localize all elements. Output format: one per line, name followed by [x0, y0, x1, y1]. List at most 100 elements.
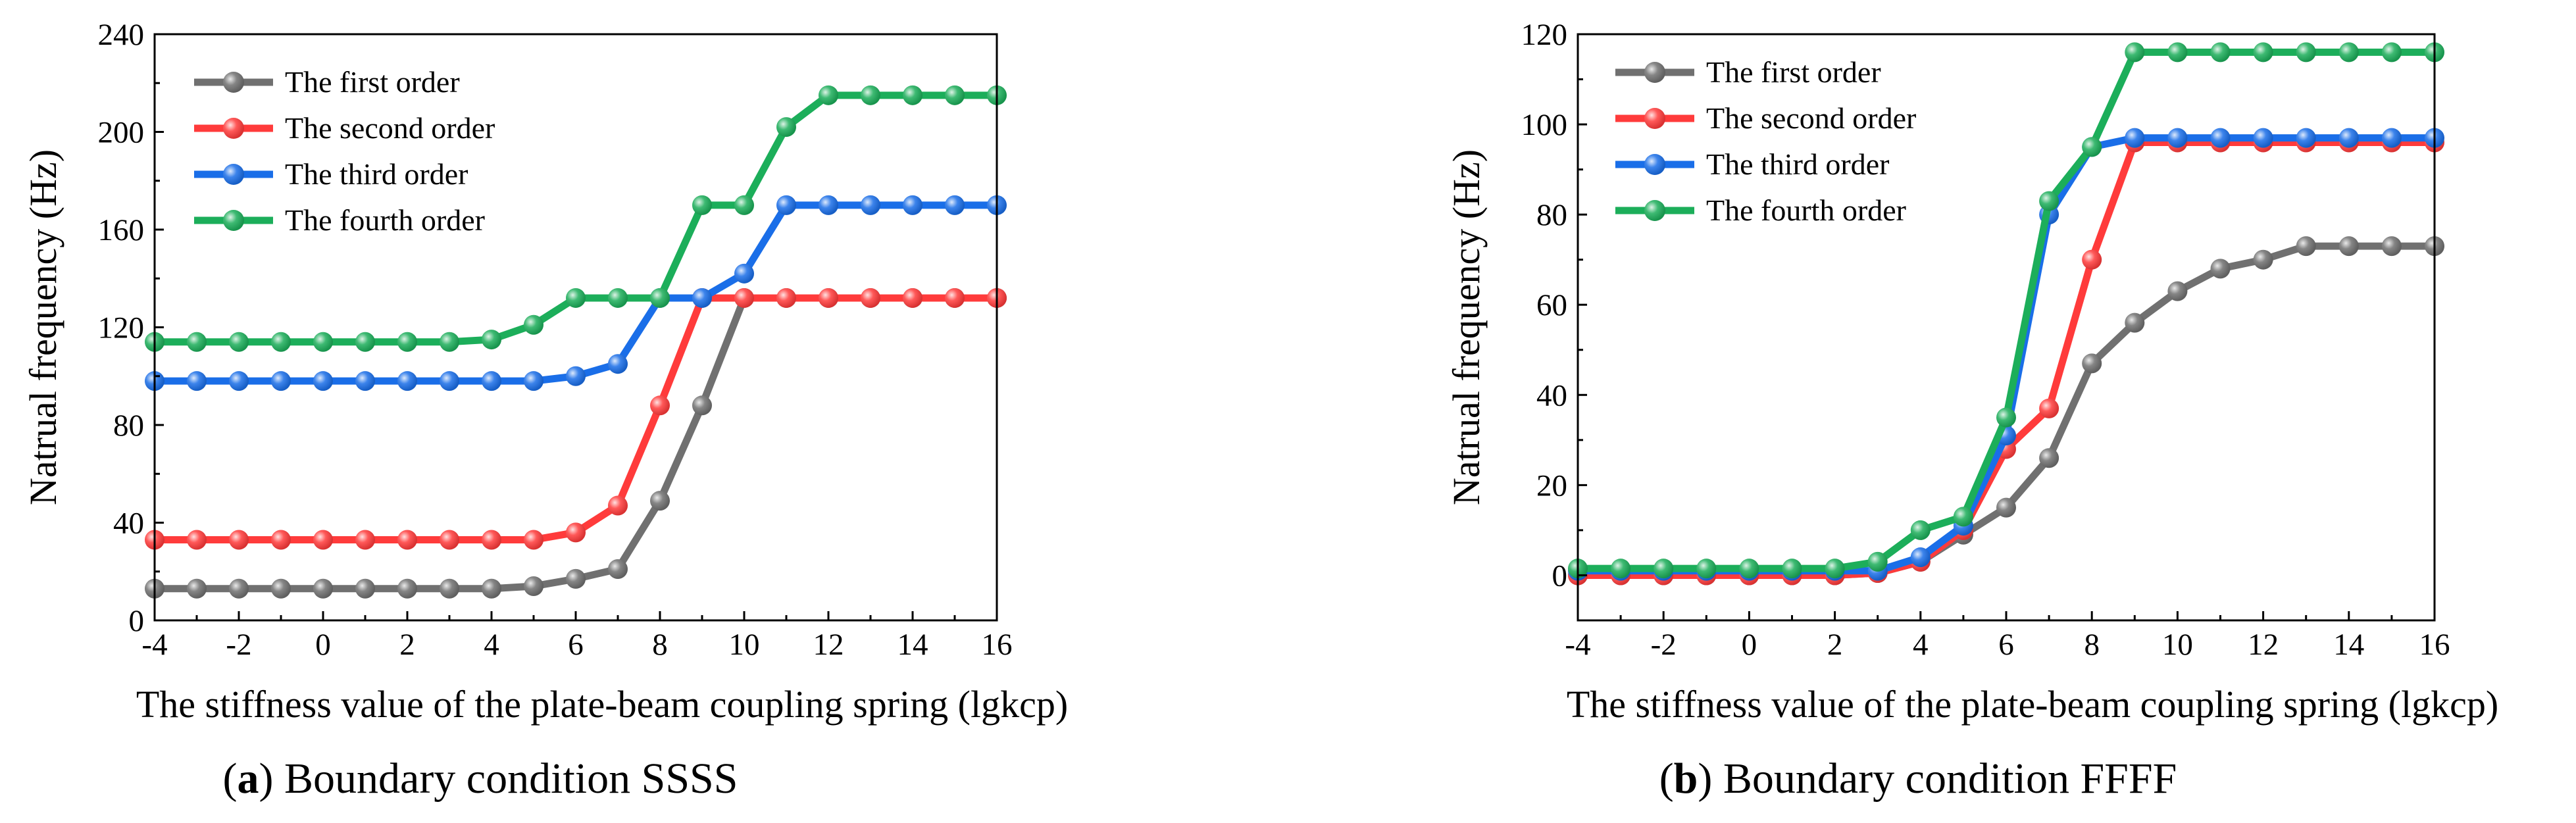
data-point-shine — [397, 371, 417, 391]
panel-letter: a — [238, 755, 259, 803]
data-point-shine — [650, 395, 670, 416]
data-point-shine — [903, 287, 922, 308]
legend-marker-shine — [223, 210, 244, 231]
y-axis-label: Natrual frequency (Hz) — [1445, 149, 1488, 505]
chart-panel-b: -4 -2 0 2 4 6 8 10 12 14 16 0 20 40 60 80 100 120 The fir… — [1445, 18, 2498, 803]
legend-marker-shine — [1644, 200, 1665, 221]
x-axis-label: The stiffness value of the plate-beam co… — [1567, 683, 2498, 726]
panel-caption: (a) Boundary condition SSSS — [223, 755, 738, 803]
data-point-shine — [1611, 559, 1631, 579]
data-point-shine — [608, 559, 628, 580]
data-point-shine — [608, 287, 628, 308]
data-point-shine — [397, 332, 417, 352]
y-tick-label: 20 — [1536, 468, 1567, 503]
data-point-shine — [313, 578, 333, 599]
legend: The first order The second order The third… — [1615, 55, 1916, 227]
data-point-shine — [692, 395, 712, 416]
data-point-shine — [524, 371, 543, 391]
panel-caption: (b) Boundary condition FFFF — [1659, 755, 2177, 803]
data-point-shine — [903, 85, 922, 105]
data-point-shine — [187, 371, 207, 391]
legend-marker-shine — [1644, 62, 1665, 83]
data-point-shine — [692, 195, 712, 215]
y-tick-label: 40 — [1536, 378, 1567, 412]
data-point-shine — [2296, 42, 2316, 62]
data-point-shine — [2338, 42, 2359, 62]
data-point-shine — [1825, 559, 1845, 579]
data-point-shine — [397, 578, 417, 599]
tick-group: -4 -2 0 2 4 6 8 10 12 14 16 0 20 40 60 80 100 120 — [1521, 18, 2450, 662]
data-point-shine — [819, 195, 838, 215]
x-tick-label: 0 — [1742, 628, 1757, 662]
x-tick-label: -2 — [1651, 628, 1677, 662]
data-point-shine — [355, 578, 375, 599]
data-point-shine — [482, 578, 501, 599]
data-point-shine — [2082, 353, 2102, 374]
data-point-shine — [313, 530, 333, 550]
x-tick-label: 6 — [1998, 628, 2014, 662]
data-point-shine — [2039, 191, 2059, 211]
data-point-shine — [355, 530, 375, 550]
data-point-shine — [524, 576, 543, 597]
legend-label: The fourth order — [1706, 193, 1906, 227]
legend-label: The second order — [1706, 101, 1916, 135]
y-tick-label: 120 — [1521, 18, 1568, 52]
plot-frame — [1577, 33, 2436, 622]
data-point-shine — [2082, 137, 2102, 157]
data-point-shine — [2167, 281, 2188, 301]
data-point-shine — [1953, 507, 1973, 527]
data-point-shine — [2381, 42, 2402, 62]
data-point-shine — [229, 530, 249, 550]
data-point-shine — [229, 371, 249, 391]
data-point-shine — [819, 85, 838, 105]
data-point-shine — [1654, 559, 1674, 579]
y-tick-label: 160 — [98, 213, 145, 247]
data-point-shine — [566, 568, 586, 589]
data-point-shine — [2082, 249, 2102, 270]
data-point-shine — [2210, 42, 2231, 62]
data-point-shine — [440, 332, 459, 352]
data-point-shine — [776, 287, 796, 308]
data-point-shine — [482, 530, 501, 550]
x-tick-label: 4 — [1913, 628, 1929, 662]
data-point-shine — [2253, 249, 2273, 270]
data-point-shine — [313, 332, 333, 352]
data-point-shine — [1996, 497, 2016, 518]
data-point-shine — [2381, 236, 2402, 257]
data-point-shine — [2210, 259, 2231, 279]
x-tick-label: 14 — [2333, 628, 2364, 662]
data-point-shine — [2039, 448, 2059, 468]
data-point-shine — [1782, 559, 1802, 579]
x-tick-label: 16 — [2419, 628, 2450, 662]
data-point-shine — [945, 85, 965, 105]
data-point-shine — [271, 332, 291, 352]
data-point-shine — [2125, 312, 2145, 333]
data-point-shine — [861, 85, 880, 105]
series-group — [145, 85, 1007, 599]
series-group — [1568, 42, 2444, 586]
y-tick-label: 80 — [1536, 198, 1567, 232]
y-tick-label: 120 — [98, 311, 145, 345]
data-point-shine — [229, 332, 249, 352]
data-point-shine — [524, 314, 543, 335]
x-tick-label: -4 — [1565, 628, 1590, 662]
legend-marker-shine — [223, 164, 244, 185]
data-point-shine — [2296, 236, 2316, 257]
data-point-shine — [187, 578, 207, 599]
data-point-shine — [355, 371, 375, 391]
data-point-shine — [734, 263, 754, 284]
x-tick-label: 10 — [2162, 628, 2193, 662]
legend-label: The first order — [1706, 55, 1881, 89]
data-point-shine — [650, 491, 670, 511]
series-3 — [145, 195, 1007, 391]
data-point-shine — [692, 287, 712, 308]
x-tick-label: 0 — [315, 628, 331, 662]
legend: The first order The second order The third… — [194, 65, 495, 237]
x-tick-label: 8 — [652, 628, 668, 662]
data-point-shine — [187, 332, 207, 352]
data-point-shine — [1867, 551, 1888, 572]
data-point-shine — [1996, 407, 2016, 428]
legend-marker-shine — [223, 118, 244, 139]
legend-label: The third order — [1706, 147, 1889, 181]
